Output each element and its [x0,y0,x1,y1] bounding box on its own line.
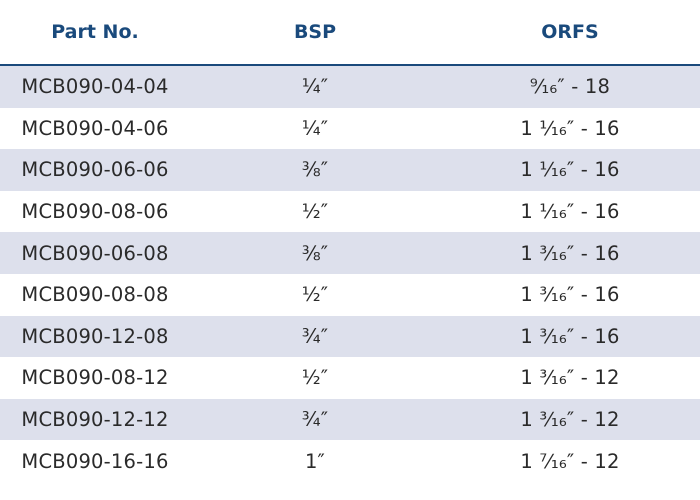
orfs-cell: 1 ¹⁄₁₆″ - 16 [440,107,700,150]
table-body: MCB090-04-04 ¼″ ⁹⁄₁₆″ - 18 MCB090-04-06 … [0,65,700,482]
part-no-cell: MCB090-06-06 [0,149,190,191]
bsp-cell: ½″ [190,190,440,233]
header-part-no: Part No. [0,0,190,66]
part-no-cell: MCB090-04-06 [0,107,190,150]
part-no-cell: MCB090-06-08 [0,232,190,274]
table-row: MCB090-04-06 ¼″ 1 ¹⁄₁₆″ - 16 [0,107,700,150]
table-row: MCB090-04-04 ¼″ ⁹⁄₁₆″ - 18 [0,65,700,108]
header-orfs: ORFS [440,0,700,66]
bsp-cell: 1″ [190,440,440,482]
part-no-cell: MCB090-16-16 [0,440,190,482]
bsp-cell: ⅜″ [190,149,440,191]
bsp-cell: ⅜″ [190,232,440,274]
orfs-cell: 1 ³⁄₁₆″ - 16 [440,273,700,316]
orfs-cell: 1 ³⁄₁₆″ - 16 [440,232,700,274]
bsp-cell: ¾″ [190,315,440,358]
part-no-cell: MCB090-08-06 [0,190,190,233]
bsp-cell: ¼″ [190,107,440,150]
table-row: MCB090-12-08 ¾″ 1 ³⁄₁₆″ - 16 [0,315,700,358]
part-no-cell: MCB090-04-04 [0,65,190,108]
orfs-cell: 1 ¹⁄₁₆″ - 16 [440,190,700,233]
bsp-cell: ½″ [190,357,440,399]
table-row: MCB090-12-12 ¾″ 1 ³⁄₁₆″ - 12 [0,398,700,441]
table-row: MCB090-06-08 ⅜″ 1 ³⁄₁₆″ - 16 [0,232,700,274]
part-no-cell: MCB090-12-12 [0,398,190,441]
table-row: MCB090-08-06 ½″ 1 ¹⁄₁₆″ - 16 [0,190,700,233]
table-row: MCB090-16-16 1″ 1 ⁷⁄₁₆″ - 12 [0,440,700,482]
bsp-cell: ½″ [190,273,440,316]
table-header: Part No. BSP ORFS [0,0,700,66]
table-row: MCB090-06-06 ⅜″ 1 ¹⁄₁₆″ - 16 [0,149,700,191]
orfs-cell: ⁹⁄₁₆″ - 18 [440,65,700,108]
part-no-cell: MCB090-08-12 [0,357,190,399]
table-row: MCB090-08-08 ½″ 1 ³⁄₁₆″ - 16 [0,273,700,316]
part-number-table: Part No. BSP ORFS MCB090-04-04 ¼″ ⁹⁄₁₆″ … [0,0,700,482]
orfs-cell: 1 ³⁄₁₆″ - 16 [440,315,700,358]
table-row: MCB090-08-12 ½″ 1 ³⁄₁₆″ - 12 [0,357,700,399]
orfs-cell: 1 ³⁄₁₆″ - 12 [440,357,700,399]
bsp-cell: ¼″ [190,65,440,108]
bsp-cell: ¾″ [190,398,440,441]
part-no-cell: MCB090-12-08 [0,315,190,358]
orfs-cell: 1 ³⁄₁₆″ - 12 [440,398,700,441]
header-bsp: BSP [190,0,440,66]
orfs-cell: 1 ¹⁄₁₆″ - 16 [440,149,700,191]
orfs-cell: 1 ⁷⁄₁₆″ - 12 [440,440,700,482]
part-no-cell: MCB090-08-08 [0,273,190,316]
header-row: Part No. BSP ORFS [0,0,700,66]
